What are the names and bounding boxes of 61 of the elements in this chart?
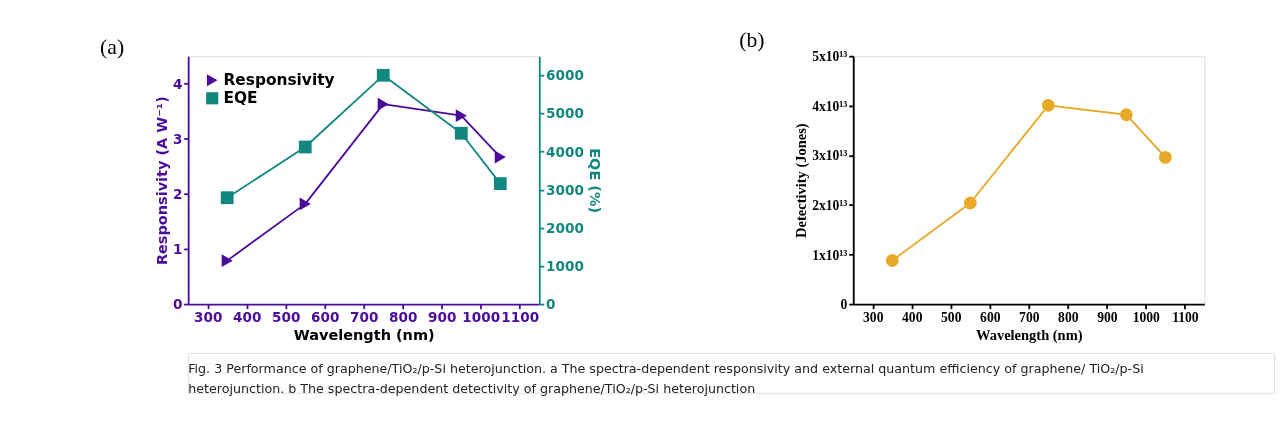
y-tick-label: 0 [172, 296, 183, 313]
point [377, 97, 389, 111]
point [493, 177, 507, 191]
x-tick-label: 400 [902, 309, 923, 325]
point [1119, 108, 1133, 122]
point [494, 150, 506, 164]
point [1158, 150, 1172, 164]
y2-tick-label: 5000 [546, 105, 584, 122]
x-axis-title: Wavelength (nm) [293, 326, 435, 343]
x-tick-label: 900 [1097, 309, 1118, 325]
y-tick-label: 2x10¹³ [812, 197, 848, 213]
y2-tick-label: 6000 [546, 67, 584, 84]
x-tick-label: 300 [863, 309, 884, 325]
point [220, 191, 234, 205]
chart-title: (a) [100, 34, 125, 59]
y-tick-label: 1x10¹³ [812, 247, 848, 263]
legend-label: EQE [223, 88, 258, 107]
y-tick-label: 5x10¹³ [812, 49, 848, 65]
point [298, 140, 312, 154]
point [455, 109, 467, 123]
x-tick-label: 1000 [462, 308, 501, 325]
x-tick-label: 700 [1019, 309, 1040, 325]
y-tick-label: 2 [172, 185, 183, 202]
x-tick-label: 600 [311, 308, 340, 325]
point [221, 254, 233, 268]
y-tick-label: 4x10¹³ [812, 98, 848, 114]
y2-tick-label: 1000 [546, 257, 584, 274]
point [376, 68, 390, 82]
y-axis-title: Detectivity (Jones) [792, 123, 810, 238]
y-tick-label: 1 [172, 241, 183, 258]
point [885, 254, 899, 267]
x-tick-label: 700 [350, 308, 379, 325]
y-tick-label: 4 [172, 75, 183, 92]
y2-axis-title: EQE (%) [587, 148, 604, 214]
y-axis-title: Responsivity (A W⁻¹) [153, 96, 170, 266]
point [454, 126, 468, 140]
x-tick-label: 800 [1058, 309, 1079, 325]
x-tick-label: 900 [428, 308, 457, 325]
x-tick-label: 800 [389, 308, 418, 325]
y-tick-label: 3 [172, 130, 183, 147]
x-tick-label: 1100 [1172, 309, 1199, 325]
caption: Fig. 3 Performance of graphene/TiO₂/p-Si heterojunction. a The spectra-dependent responsivity and external quantum efficiency of graphene/ TiO₂/p-Si heterojunction. b The spectra-dependent detectivity of graphene/TiO₂/p-Si heterojunction [188, 360, 1144, 396]
x-tick-label: 300 [194, 308, 223, 325]
y-tick-label: 0 [840, 297, 848, 313]
x-tick-label: 500 [941, 309, 962, 325]
y2-tick-label: 0 [546, 296, 556, 313]
x-tick-label: 600 [980, 309, 1001, 325]
y-tick-label: 3x10¹³ [812, 148, 848, 164]
point [1041, 98, 1055, 112]
point [963, 196, 977, 210]
legend-label: Responsivity [223, 70, 335, 89]
x-tick-label: 1100 [501, 308, 540, 325]
point [299, 197, 311, 211]
y2-tick-label: 4000 [546, 143, 584, 160]
y2-tick-label: 3000 [546, 181, 584, 198]
x-tick-label: 500 [272, 308, 301, 325]
x-tick-label: 400 [233, 308, 262, 325]
x-axis-title: Wavelength (nm) [976, 326, 1083, 344]
x-tick-label: 1000 [1132, 309, 1161, 325]
y2-tick-label: 2000 [546, 219, 584, 236]
chart-title: (b) [739, 28, 765, 53]
